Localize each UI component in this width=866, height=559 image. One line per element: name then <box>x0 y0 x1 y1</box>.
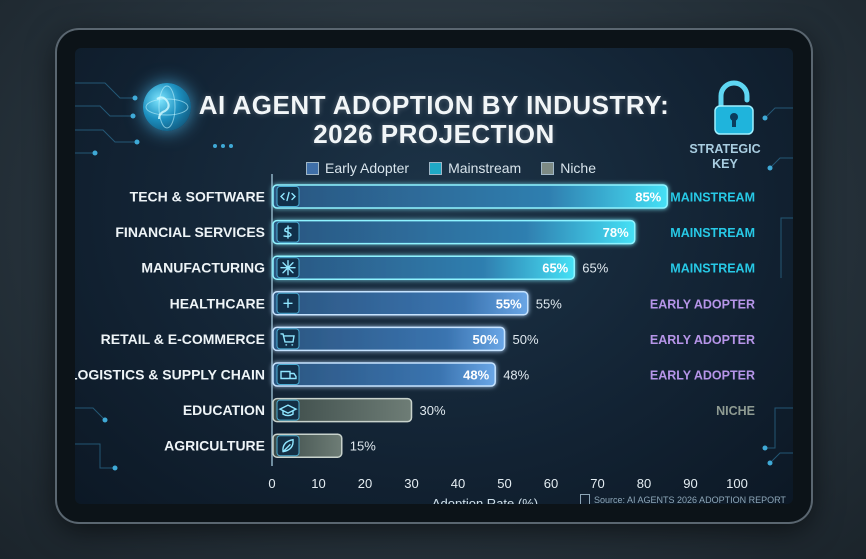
legend-label-early-adopter: Early Adopter <box>325 160 410 176</box>
tablet-frame: AI AGENT ADOPTION BY INDUSTRY: 2026 PROJ… <box>57 30 811 522</box>
code-icon <box>280 191 296 202</box>
document-icon <box>580 494 590 504</box>
segment-label: MAINSTREAM <box>670 191 755 205</box>
shopping-cart-icon <box>280 333 295 346</box>
bar-chart: TECH & SOFTWARE 85% MAINSTREAM FINANCIAL SE… <box>75 174 755 504</box>
category-label: RETAIL & E-COMMERCE <box>101 331 265 347</box>
x-tick-label: 10 <box>311 476 325 491</box>
legend-swatch-early-adopter <box>306 161 319 175</box>
leaf-icon <box>282 438 294 453</box>
outside-value-label: 65% <box>582 261 608 276</box>
x-tick-label: 30 <box>404 476 418 491</box>
bar-value-label: 48% <box>463 368 489 383</box>
medical-kit-icon <box>283 298 293 309</box>
icon-box <box>276 364 300 385</box>
bar <box>272 255 575 280</box>
category-label: AGRICULTURE <box>164 438 265 454</box>
gear-icon <box>280 259 296 276</box>
legend-item-mainstream: Mainstream <box>429 160 521 176</box>
x-tick-label: 20 <box>358 476 372 491</box>
globe-icon <box>143 83 191 131</box>
icon-box <box>276 435 300 457</box>
legend-swatch-mainstream <box>429 161 443 175</box>
chart-legend: Early Adopter Mainstream Niche <box>306 160 596 176</box>
legend-item-early-adopter: Early Adopter <box>306 160 409 176</box>
segment-label: EARLY ADOPTER <box>650 333 755 347</box>
bar-value-label: 55% <box>496 296 522 311</box>
bar <box>272 397 413 423</box>
x-tick-label: 0 <box>268 476 275 491</box>
x-tick-label: 80 <box>637 476 651 491</box>
outside-value-label: 15% <box>350 439 376 454</box>
bar-value-label: 50% <box>472 332 498 347</box>
category-label: FINANCIAL SERVICES <box>115 224 265 240</box>
strategic-key-label: STRATEGIC KEY <box>689 142 761 171</box>
legend-swatch-niche <box>541 161 555 175</box>
x-tick-label: 90 <box>683 476 697 491</box>
category-label: EDUCATION <box>183 402 265 418</box>
legend-item-niche: Niche <box>541 160 596 176</box>
chart-title-line1: AI AGENT ADOPTION BY INDUSTRY: <box>198 90 670 120</box>
bar-value-label: 85% <box>635 190 661 205</box>
x-tick-label: 100 <box>726 476 748 491</box>
category-label: MANUFACTURING <box>141 260 265 276</box>
category-label: TECH & SOFTWARE <box>130 189 265 205</box>
x-tick-label: 70 <box>590 476 604 491</box>
legend-label-niche: Niche <box>560 160 596 176</box>
segment-label: MAINSTREAM <box>670 262 755 276</box>
bar <box>272 291 529 316</box>
source-text: Source: AI AGENTS 2026 ADOPTION REPORT <box>594 495 786 504</box>
chart-screen: AI AGENT ADOPTION BY INDUSTRY: 2026 PROJ… <box>75 48 793 504</box>
x-axis-label: Adoption Rate (%) <box>432 496 538 504</box>
bar-value-label: 78% <box>603 225 629 240</box>
bar <box>272 362 496 387</box>
legend-label-mainstream: Mainstream <box>448 160 522 176</box>
category-label: LOGISTICS & SUPPLY CHAIN <box>75 367 265 383</box>
source-note: Source: AI AGENTS 2026 ADOPTION REPORT <box>580 494 786 504</box>
icon-box <box>276 328 300 350</box>
circuit-decoration <box>75 82 793 471</box>
segment-label: EARLY ADOPTER <box>650 297 755 311</box>
truck-icon <box>280 370 297 380</box>
bar <box>272 326 506 352</box>
outside-value-label: 50% <box>513 332 539 347</box>
segment-label: NICHE <box>716 404 755 418</box>
bar-value-label: 65% <box>542 261 568 276</box>
icon-box <box>276 399 300 421</box>
x-tick-label: 60 <box>544 476 558 491</box>
segment-label: MAINSTREAM <box>670 226 755 240</box>
category-label: HEALTHCARE <box>170 295 265 311</box>
bar <box>272 184 668 209</box>
segment-label: EARLY ADOPTER <box>650 369 755 383</box>
graduation-cap-icon <box>278 404 298 417</box>
outside-value-label: 48% <box>503 368 529 383</box>
x-tick-label: 40 <box>451 476 465 491</box>
outside-value-label: 30% <box>420 403 446 418</box>
outside-value-label: 55% <box>536 296 562 311</box>
bar <box>272 219 636 245</box>
lock-icon <box>704 80 764 140</box>
chart-title-line2: 2026 PROJECTION <box>313 119 555 149</box>
x-tick-label: 50 <box>497 476 511 491</box>
dollar-icon <box>283 225 292 239</box>
